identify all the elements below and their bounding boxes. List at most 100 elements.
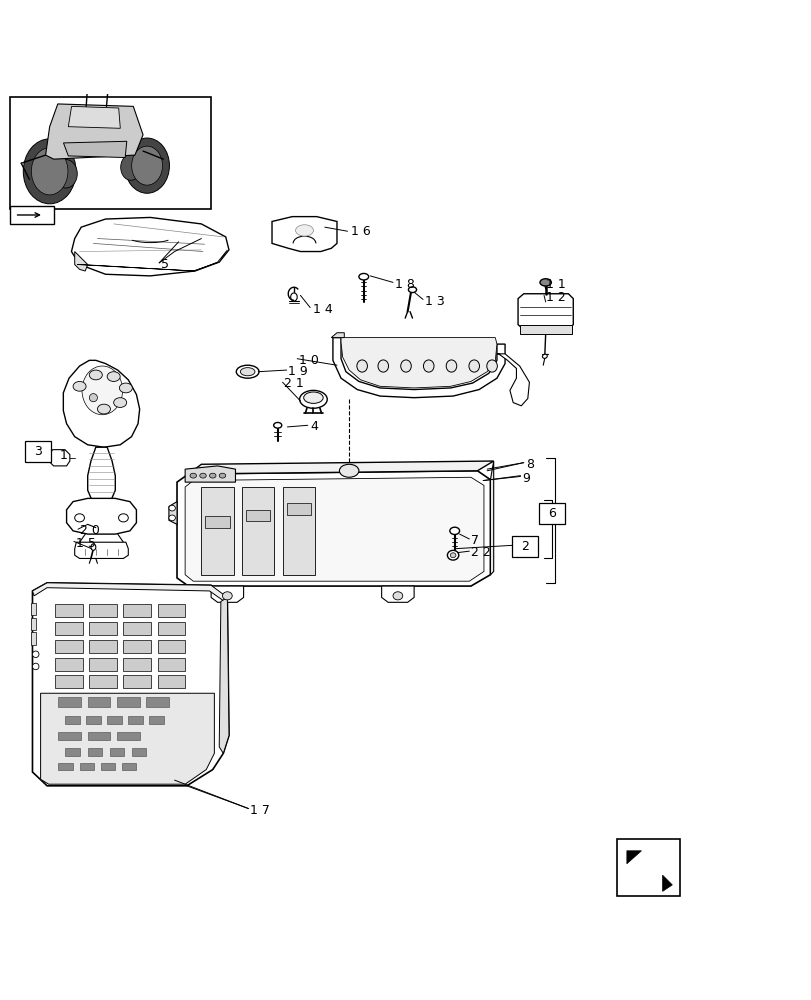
Polygon shape: [205, 516, 230, 528]
Ellipse shape: [89, 394, 97, 402]
Polygon shape: [333, 338, 504, 398]
Polygon shape: [55, 622, 83, 635]
Ellipse shape: [131, 146, 162, 185]
Polygon shape: [45, 104, 143, 159]
Polygon shape: [55, 675, 83, 688]
Polygon shape: [272, 217, 337, 252]
Ellipse shape: [200, 473, 206, 478]
Polygon shape: [89, 658, 117, 671]
Polygon shape: [286, 503, 311, 515]
Ellipse shape: [423, 360, 433, 372]
Ellipse shape: [32, 148, 68, 195]
Polygon shape: [55, 640, 83, 653]
Bar: [128, 716, 143, 724]
Polygon shape: [32, 583, 229, 786]
Ellipse shape: [449, 527, 459, 535]
Text: 1 6: 1 6: [350, 225, 370, 238]
Ellipse shape: [32, 651, 39, 658]
Text: 1 2: 1 2: [545, 291, 564, 304]
Polygon shape: [75, 252, 88, 271]
Ellipse shape: [449, 553, 456, 558]
Polygon shape: [157, 604, 185, 617]
Ellipse shape: [121, 154, 141, 180]
Ellipse shape: [222, 592, 232, 600]
Bar: [31, 632, 36, 645]
Polygon shape: [188, 461, 493, 474]
Polygon shape: [157, 622, 185, 635]
Text: 8: 8: [526, 458, 534, 471]
Bar: [117, 697, 139, 707]
Polygon shape: [123, 675, 151, 688]
Polygon shape: [242, 487, 274, 575]
Polygon shape: [123, 658, 151, 671]
Text: 2: 2: [521, 540, 529, 553]
Ellipse shape: [447, 550, 458, 560]
Text: 3: 3: [34, 445, 42, 458]
Ellipse shape: [24, 139, 76, 204]
Ellipse shape: [542, 354, 547, 358]
Bar: [122, 763, 136, 770]
Ellipse shape: [190, 473, 196, 478]
Text: 1 1: 1 1: [545, 278, 564, 291]
Ellipse shape: [408, 287, 416, 293]
Ellipse shape: [54, 160, 77, 188]
Bar: [10, 97, 211, 209]
Text: 2 0: 2 0: [79, 524, 99, 537]
Bar: [616, 839, 680, 896]
Ellipse shape: [118, 514, 128, 522]
Ellipse shape: [295, 225, 313, 236]
Polygon shape: [662, 875, 672, 891]
FancyBboxPatch shape: [539, 503, 564, 524]
FancyBboxPatch shape: [512, 536, 538, 557]
Polygon shape: [63, 360, 139, 447]
Ellipse shape: [89, 370, 102, 380]
Ellipse shape: [114, 398, 127, 407]
Polygon shape: [123, 622, 151, 635]
Polygon shape: [63, 141, 127, 158]
Ellipse shape: [169, 505, 175, 511]
Ellipse shape: [240, 368, 255, 376]
Text: 2 1: 2 1: [284, 377, 303, 390]
Bar: [149, 716, 164, 724]
Text: 4: 4: [310, 420, 318, 433]
Bar: [58, 763, 73, 770]
Bar: [58, 732, 81, 740]
Ellipse shape: [119, 383, 132, 393]
Polygon shape: [211, 586, 243, 602]
Bar: [101, 763, 115, 770]
Polygon shape: [201, 487, 234, 575]
Bar: [107, 716, 122, 724]
Polygon shape: [55, 658, 83, 671]
Ellipse shape: [377, 360, 388, 372]
Polygon shape: [496, 354, 529, 406]
Ellipse shape: [73, 381, 86, 391]
Polygon shape: [75, 542, 128, 558]
Text: 1 8: 1 8: [395, 278, 414, 291]
Ellipse shape: [32, 663, 39, 670]
Polygon shape: [77, 250, 227, 271]
Text: 9: 9: [521, 472, 530, 485]
Ellipse shape: [356, 360, 367, 372]
Polygon shape: [68, 106, 120, 128]
Text: 2 2: 2 2: [470, 546, 490, 559]
Polygon shape: [185, 477, 483, 581]
Ellipse shape: [303, 392, 323, 403]
Polygon shape: [88, 447, 115, 505]
Ellipse shape: [209, 473, 216, 478]
FancyBboxPatch shape: [25, 441, 51, 462]
Polygon shape: [169, 502, 177, 524]
Bar: [31, 618, 36, 630]
Ellipse shape: [358, 273, 368, 280]
Text: 1 7: 1 7: [250, 804, 269, 817]
Polygon shape: [89, 604, 117, 617]
Ellipse shape: [107, 372, 120, 381]
Text: 1 9: 1 9: [288, 365, 307, 378]
Ellipse shape: [299, 390, 327, 408]
Polygon shape: [89, 622, 117, 635]
Polygon shape: [219, 597, 229, 753]
Polygon shape: [157, 658, 185, 671]
Ellipse shape: [219, 473, 225, 478]
Ellipse shape: [273, 422, 281, 428]
Polygon shape: [157, 675, 185, 688]
Ellipse shape: [169, 515, 175, 521]
